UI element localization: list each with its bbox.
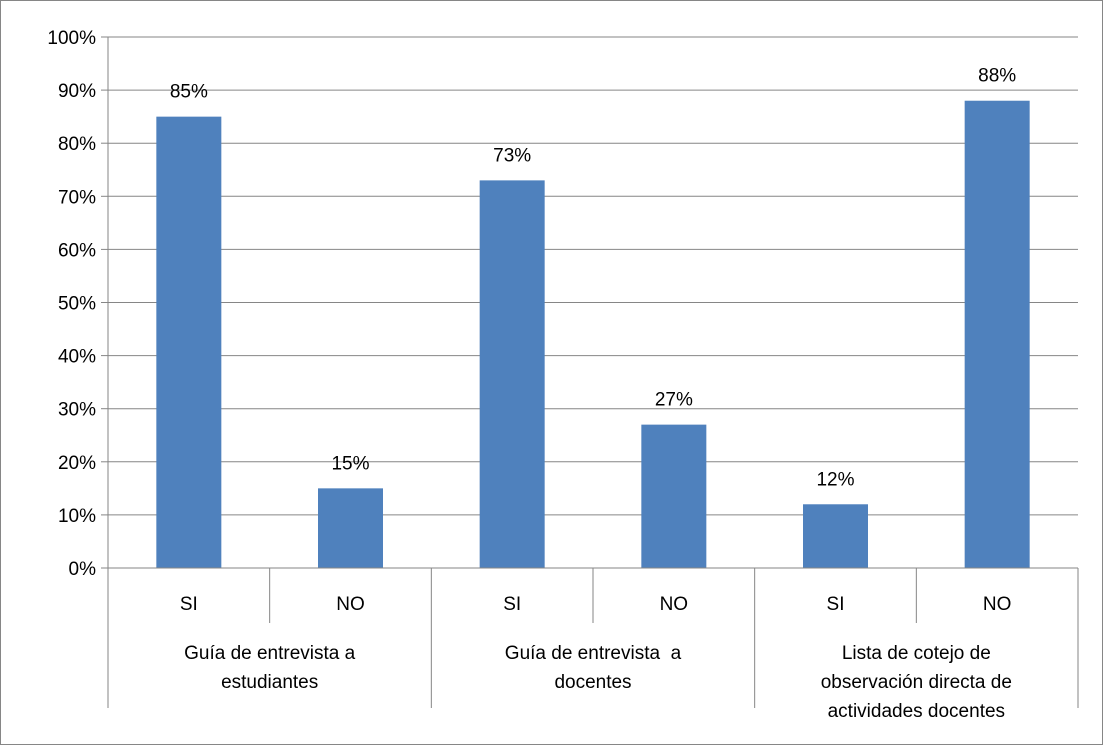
bar	[479, 180, 545, 568]
y-tick-label: 40%	[58, 347, 96, 368]
y-tick-label: 30%	[58, 400, 96, 421]
data-label: 27%	[655, 390, 693, 411]
data-label: 73%	[493, 145, 531, 166]
category-label: SI	[503, 594, 521, 615]
group-label: estudiantes	[221, 672, 318, 693]
group-label: actividades docentes	[828, 701, 1005, 722]
group-label: observación directa de	[821, 672, 1012, 693]
data-label: 12%	[816, 469, 854, 490]
data-label: 88%	[978, 66, 1016, 87]
y-tick-label: 70%	[58, 187, 96, 208]
group-label: Guía de entrevista a	[184, 643, 356, 664]
y-tick-label: 20%	[58, 453, 96, 474]
group-label: Lista de cotejo de	[842, 643, 991, 664]
bar	[156, 116, 222, 569]
group-label: Guía de entrevista a	[505, 643, 682, 664]
y-tick-label: 90%	[58, 81, 96, 102]
y-tick-label: 50%	[58, 294, 96, 315]
group-label: docentes	[554, 672, 631, 693]
data-label: 85%	[170, 82, 208, 103]
y-tick-label: 0%	[69, 559, 97, 580]
category-label: SI	[180, 594, 198, 615]
data-label: 15%	[331, 453, 369, 474]
y-tick-label: 60%	[58, 240, 96, 261]
category-label: NO	[983, 594, 1012, 615]
y-tick-label: 100%	[47, 28, 96, 49]
y-tick-label: 10%	[58, 506, 96, 527]
category-label: NO	[660, 594, 689, 615]
bar	[803, 504, 868, 568]
y-tick-label: 80%	[58, 134, 96, 155]
bar	[964, 100, 1030, 568]
category-label: NO	[336, 594, 365, 615]
bar	[318, 488, 383, 568]
category-label: SI	[827, 594, 845, 615]
bar	[641, 424, 707, 568]
